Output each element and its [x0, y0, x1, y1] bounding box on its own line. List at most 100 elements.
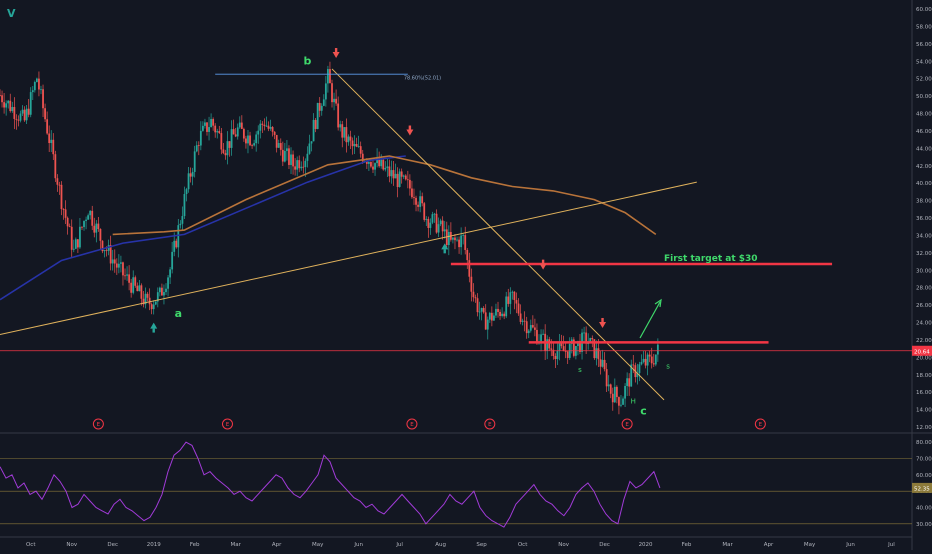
candle-body — [408, 179, 411, 189]
candle-body — [87, 215, 90, 220]
trendline — [331, 68, 665, 401]
candle-body — [374, 163, 376, 170]
candle-body — [505, 296, 508, 317]
candle-body — [179, 223, 182, 226]
candle-body — [33, 81, 36, 91]
candle-body — [320, 105, 323, 111]
candle-body — [226, 141, 229, 156]
candle-body — [480, 308, 483, 312]
candle-body — [626, 378, 629, 387]
candle-body — [406, 179, 409, 181]
candle-body — [1, 95, 3, 103]
y-tick-label: 34.00 — [916, 233, 932, 239]
candle-body — [640, 361, 643, 365]
candle-body — [566, 351, 569, 358]
candle-body — [462, 235, 465, 236]
candle-body — [392, 170, 395, 179]
candle-body — [261, 123, 264, 125]
candle-body — [484, 312, 487, 330]
y-tick-label: 18.00 — [916, 373, 932, 379]
candle-body — [142, 298, 145, 305]
candle-body — [279, 143, 282, 150]
candle-body — [644, 358, 647, 366]
candle-body — [201, 125, 204, 131]
candle-body — [361, 153, 364, 162]
earnings-marker-label: E — [410, 422, 414, 428]
candle-body — [529, 325, 532, 331]
candle-body — [648, 354, 651, 357]
candle-body — [199, 130, 202, 146]
sell-arrow-stem — [541, 259, 545, 264]
x-tick-label: Feb — [682, 542, 692, 548]
candle-body — [599, 359, 602, 367]
candle-body — [523, 320, 526, 322]
candle-body — [66, 217, 69, 227]
x-tick-label: 2020 — [639, 542, 653, 548]
candle-body — [48, 133, 51, 144]
candle-body — [120, 262, 122, 264]
candle-body — [415, 197, 417, 205]
candle-body — [441, 220, 444, 232]
candle-body — [187, 173, 190, 190]
candle-body — [322, 99, 325, 106]
y-tick-label: 60.00 — [916, 7, 932, 13]
candle-body — [76, 239, 79, 248]
candle-body — [534, 327, 536, 330]
candle-body — [398, 171, 401, 188]
candle-body — [183, 194, 186, 217]
candle-body — [562, 346, 565, 352]
candle-body — [591, 338, 594, 340]
candle-body — [21, 109, 24, 114]
candle-body — [525, 321, 528, 334]
earnings-marker — [484, 418, 496, 430]
candle-body — [9, 100, 12, 112]
candle-body — [495, 308, 497, 316]
candle-body — [656, 344, 659, 355]
y-tick-label: 20.00 — [916, 355, 932, 361]
candle-body — [579, 340, 581, 352]
candle-body — [417, 204, 419, 207]
earnings-marker — [221, 418, 233, 430]
candle-body — [195, 145, 198, 152]
candle-body — [175, 240, 178, 248]
candle-body — [19, 113, 22, 121]
candle-body — [527, 330, 530, 334]
buy-arrow-stem — [443, 249, 446, 254]
candle-body — [247, 135, 249, 144]
candle-body — [253, 143, 256, 146]
candle-body — [5, 103, 8, 108]
rsi-value-label: 52.35 — [914, 486, 930, 492]
candle-body — [99, 229, 102, 241]
sell-arrow-marker — [539, 263, 547, 270]
candle-body — [288, 148, 290, 165]
candle-body — [136, 285, 139, 292]
candle-body — [337, 103, 340, 128]
x-tick-label: Mar — [722, 542, 733, 548]
candle-body — [427, 218, 430, 228]
candle-body — [52, 139, 55, 155]
candle-body — [546, 339, 549, 351]
buy-arrow-marker — [441, 243, 449, 250]
candle-body — [618, 397, 620, 406]
candle-body — [38, 78, 40, 90]
candle-body — [111, 259, 114, 264]
candle-body — [439, 220, 442, 225]
earnings-marker-label: E — [97, 422, 101, 428]
rsi-y-tick-label: 80.00 — [916, 440, 932, 446]
candle-body — [308, 143, 311, 154]
candle-body — [0, 95, 1, 96]
candle-body — [476, 298, 479, 313]
candle-body — [550, 348, 553, 350]
candle-body — [394, 173, 397, 179]
candle-body — [327, 69, 329, 84]
x-tick-label: Jul — [395, 542, 403, 548]
candle-body — [193, 151, 196, 172]
candle-body — [652, 363, 655, 365]
candle-body — [79, 226, 81, 248]
candle-body — [367, 162, 370, 164]
candle-body — [349, 136, 352, 141]
candle-body — [101, 240, 104, 252]
buy-arrow-marker — [150, 322, 158, 329]
candle-body — [312, 119, 315, 142]
candle-body — [536, 329, 538, 344]
